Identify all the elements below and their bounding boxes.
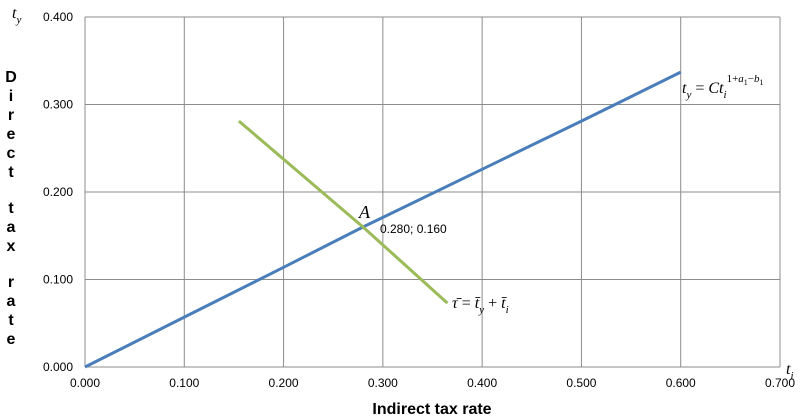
x-tick-label-7: 0.700 (765, 376, 795, 390)
x-tick-labels: 0.000 0.100 0.200 0.300 0.400 0.500 0.600 0.700 (70, 376, 795, 390)
x-tick-label-2: 0.200 (269, 376, 299, 390)
x-tick-label-6: 0.600 (666, 376, 696, 390)
y-tick-labels: 0.000 0.100 0.200 0.300 0.400 (43, 10, 73, 374)
y-tick-label-2: 0.200 (43, 185, 73, 199)
x-tick-label-5: 0.500 (566, 376, 596, 390)
y-tick-label-3: 0.300 (43, 98, 73, 112)
series-line-1 (237, 119, 449, 305)
x-tick-label-3: 0.300 (368, 376, 398, 390)
line-equation-label: τ̄ = t̄y + t̄i (452, 295, 509, 316)
series-lines (84, 70, 682, 369)
x-axis-symbol: ti (786, 361, 794, 382)
point-label: A (358, 202, 371, 222)
x-tick-label-0: 0.000 (70, 376, 100, 390)
y-tick-label-4: 0.400 (43, 10, 73, 24)
point-value-label: 0.280; 0.160 (380, 222, 447, 236)
curve-equation-label: ty = Cti1+a1−b1 (682, 73, 764, 101)
grid-lines (84, 16, 781, 368)
x-tick-label-4: 0.400 (467, 376, 497, 390)
x-tick-label-1: 0.100 (169, 376, 199, 390)
y-tick-label-1: 0.100 (43, 273, 73, 287)
x-axis-label: Indirect tax rate (372, 401, 491, 418)
y-tick-label-0: 0.000 (43, 360, 73, 374)
y-axis-symbol: ty (12, 5, 21, 26)
series-line-0 (84, 70, 682, 369)
